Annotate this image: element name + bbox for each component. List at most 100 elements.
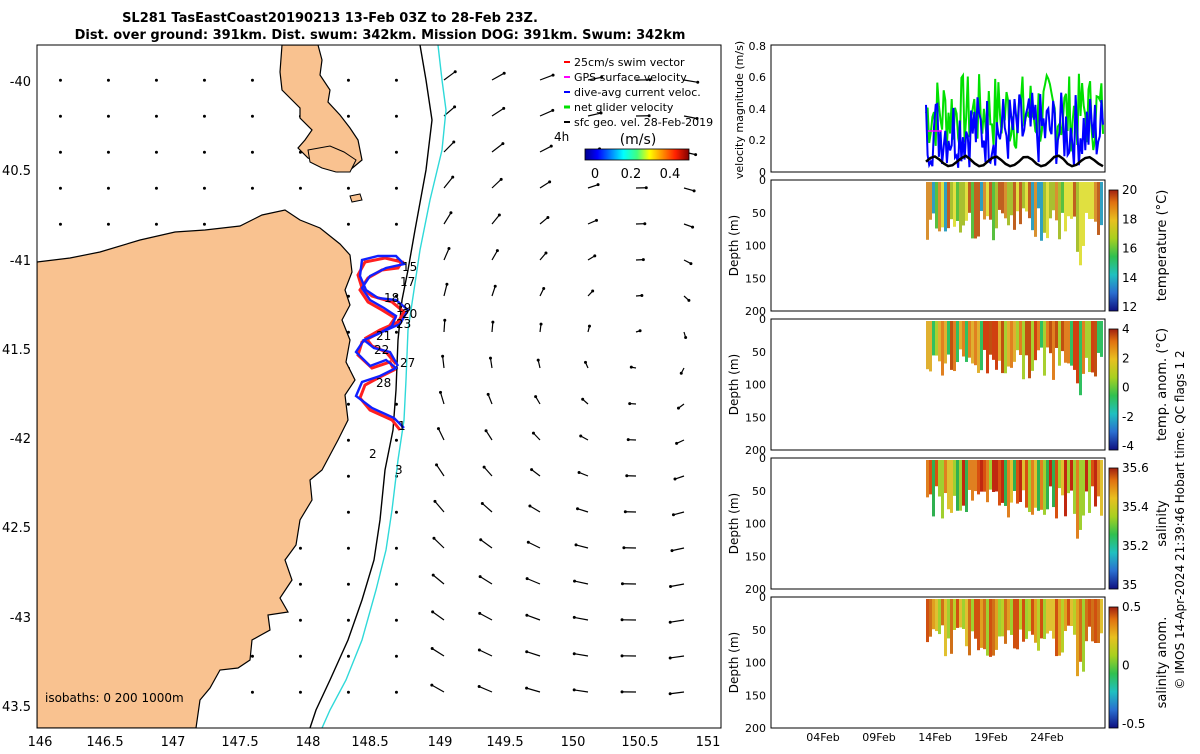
section-cell [944,460,947,493]
velocity-arrow-head [621,618,624,621]
velocity-arrow-head [107,79,110,82]
velocity-arrow-head [435,463,438,466]
section-cell [1091,182,1094,219]
map-x-tick: 148 [296,735,321,750]
velocity-arrow-head [479,575,482,578]
velocity-arrow-head [630,366,633,369]
velocity-arrow-head [299,547,302,550]
velocity-arrow-head [347,403,350,406]
section-cell [1022,321,1025,379]
section-colorbar [1109,329,1118,450]
velocity-arrow-head [454,70,457,73]
velocity-arrow-head [694,153,697,156]
velocity-arrow-head [478,649,481,652]
velocity-arrow-head [670,549,673,552]
velocity-arrow-head [584,361,587,364]
velocity-arrow-head [689,262,692,265]
section-cell [983,321,986,350]
section-cell [1055,599,1058,656]
section-cell [950,460,953,513]
section-cell [962,599,965,629]
velocity-ylabel: velocity magnitude (m/s) [733,41,746,179]
section-y-tick: 150 [745,689,766,702]
section-cell [1052,321,1055,380]
map-x-tick: 151 [696,735,721,750]
section-cell [1016,182,1019,211]
velocity-arrow-head [347,475,350,478]
velocity-arrow-head [673,478,676,481]
section-cell [1070,321,1073,366]
section-y-tick: 100 [745,518,766,531]
velocity-arrow-head [251,79,254,82]
section-cell [1049,460,1052,486]
section-cell [944,182,947,231]
section-cell [1016,460,1019,504]
legend-label: GPS surface velocity [574,71,687,84]
velocity-arrow-head [347,187,350,190]
velocity-arrow-head [431,647,434,650]
velocity-arrow-head [251,187,254,190]
track-label: 23 [396,317,411,331]
track-label: 1 [398,419,406,433]
section-cell [992,460,995,492]
section-cell [995,321,998,370]
section-colorbar [1109,468,1118,589]
section-cell [1100,182,1103,225]
section-cell [1052,460,1055,507]
section-cell [1073,599,1076,635]
section-cell [1094,321,1097,376]
section-cell [1031,182,1034,230]
section-cell [1028,460,1031,512]
section-cell [1061,599,1064,652]
section-y-tick: 150 [745,550,766,563]
velocity-arrow-head [591,290,594,293]
colorbar-tick: 0.5 [1122,600,1141,614]
velocity-arrow-head [395,583,398,586]
velocity-arrow-head [203,79,206,82]
section-cell [1067,321,1070,363]
velocity-arrow-head [107,187,110,190]
velocity-arrow-head [347,115,350,118]
section-cell [1040,321,1043,348]
velocity-arrow-head [588,325,591,328]
map-y-tick: -41 [10,254,31,269]
section-cell [1076,182,1079,252]
velocity-arrow-head [595,219,598,222]
velocity-arrow-head [540,323,543,326]
section-cell [932,321,935,355]
section-cell [929,599,932,637]
velocity-arrow-head [203,223,206,226]
section-cell [1064,182,1067,231]
velocity-arrow-head [347,619,350,622]
velocity-arrow-head [251,691,254,694]
section-cell [1046,599,1049,634]
velocity-arrow-head [593,254,596,257]
velocity-arrow-head [299,187,302,190]
map-y-axis: -40 40.5 -41 41.5 -42 42.5 -43 43.5 [2,75,31,715]
section-cell [1025,460,1028,508]
map-y-tick: -40 [10,75,31,90]
colorbar-tick: 2 [1122,351,1130,365]
velocity-arrow-head [107,151,110,154]
colorbar-tick: -2 [1122,410,1134,424]
section-cell [1049,182,1052,218]
colorbar-tick: 35 [1122,578,1137,592]
section-cell [956,599,959,628]
section-cell [992,321,995,360]
velocity-arrow-head [530,468,533,471]
section-cell [965,460,968,512]
section-cell [1085,460,1088,491]
velocity-arrow-head [443,319,446,322]
section-y-tick: 0 [759,174,766,187]
map-x-tick: 148.5 [351,735,388,750]
section-cell [947,599,950,638]
section-cell [1043,182,1046,233]
velocity-arrow-head [395,655,398,658]
velocity-arrow-head [483,466,486,469]
section-cell [929,460,932,494]
track-label: 15 [402,260,417,274]
section-cell [1079,599,1082,662]
section-cell [1007,182,1010,225]
velocity-arrow-head [534,395,537,398]
